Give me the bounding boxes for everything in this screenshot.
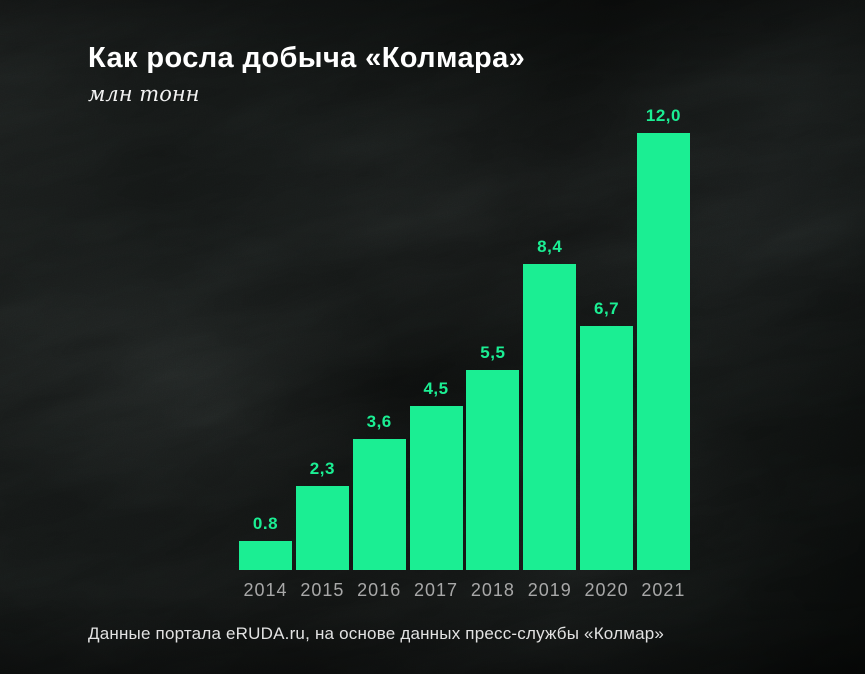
- bar-value-label: 4,5: [423, 379, 449, 398]
- bar-value-label: 5,5: [480, 343, 506, 362]
- bar: [580, 326, 634, 570]
- chart-unit-label: млн тонн: [88, 82, 200, 106]
- chart-title: Как росла добыча «Колмара»: [88, 42, 526, 74]
- bar-value-label: 2,3: [309, 459, 335, 478]
- bar: [409, 406, 463, 570]
- year-label: 2019: [527, 580, 572, 600]
- bar: [636, 133, 690, 570]
- year-label: 2017: [414, 580, 459, 600]
- year-label: 2021: [641, 580, 686, 600]
- bar-value-label: 0.8: [252, 514, 279, 533]
- year-label: 2014: [243, 580, 288, 600]
- bar-column: 6,7 2020: [580, 299, 634, 600]
- bar-chart: 0.8 2014 2,3 2015 3,6 2016 4,5 2017 5,5 2018 8,4 20…: [239, 100, 690, 600]
- source-note: Данные портала eRUDA.ru, на основе данны…: [88, 624, 665, 643]
- bar: [523, 264, 577, 570]
- year-label: 2018: [470, 580, 515, 600]
- bar-column: 0.8 2014: [239, 514, 292, 600]
- bar: [466, 370, 520, 570]
- bar-column: 3,6 2016: [352, 412, 406, 600]
- bar-column: 5,5 2018: [466, 343, 520, 600]
- bar-column: 12,0 2021: [636, 106, 690, 600]
- bar-value-label: 6,7: [593, 299, 620, 318]
- bar: [239, 541, 292, 570]
- year-label: 2016: [357, 580, 402, 600]
- bar: [295, 486, 349, 570]
- bar: [352, 439, 406, 570]
- bar-value-label: 3,6: [366, 412, 392, 431]
- bar-column: 8,4 2019: [523, 237, 577, 600]
- bar-column: 4,5 2017: [409, 379, 463, 600]
- year-label: 2020: [584, 580, 629, 600]
- year-label: 2015: [300, 580, 345, 600]
- bar-value-label: 12,0: [645, 106, 681, 125]
- bar-value-label: 8,4: [537, 237, 563, 256]
- bar-column: 2,3 2015: [295, 459, 349, 600]
